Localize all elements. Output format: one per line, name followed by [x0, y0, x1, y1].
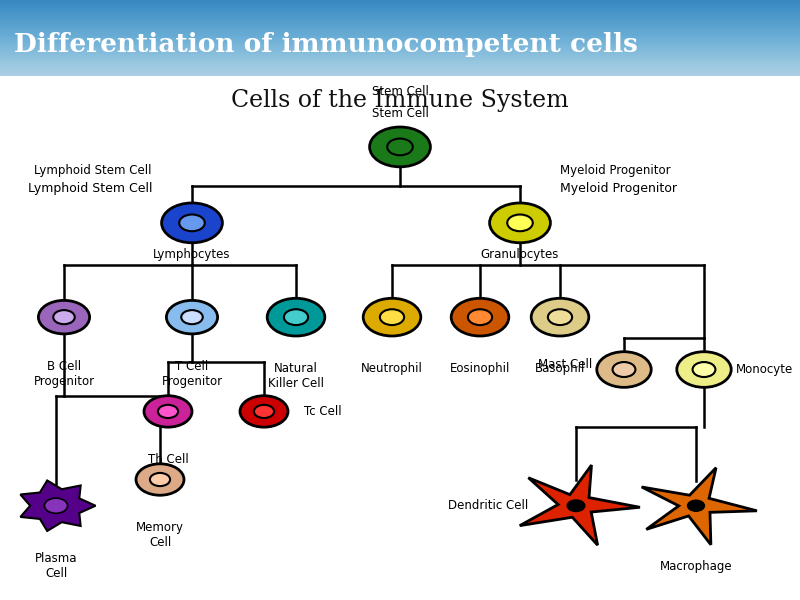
Circle shape [38, 301, 90, 334]
Text: Dendritic Cell: Dendritic Cell [448, 499, 528, 512]
Circle shape [468, 309, 492, 325]
Circle shape [451, 298, 509, 336]
Circle shape [45, 498, 67, 513]
Text: Lymphoid Stem Cell: Lymphoid Stem Cell [27, 182, 152, 195]
Circle shape [548, 309, 572, 325]
Polygon shape [642, 467, 757, 545]
Text: Granulocytes: Granulocytes [481, 248, 559, 261]
Circle shape [370, 127, 430, 167]
Text: Mast Cell: Mast Cell [538, 358, 592, 371]
Text: B Cell
Progenitor: B Cell Progenitor [34, 360, 94, 388]
Circle shape [363, 298, 421, 336]
Circle shape [507, 215, 533, 231]
Text: Myeloid Progenitor: Myeloid Progenitor [560, 182, 677, 195]
Circle shape [597, 352, 651, 388]
Text: Basophil: Basophil [535, 362, 585, 375]
Text: Memory
Cell: Memory Cell [136, 521, 184, 550]
Text: Stem Cell: Stem Cell [371, 107, 429, 119]
Text: Eosinophil: Eosinophil [450, 362, 510, 375]
Circle shape [387, 139, 413, 155]
Text: Lymphoid Stem Cell: Lymphoid Stem Cell [34, 164, 152, 177]
Circle shape [162, 203, 222, 243]
Circle shape [54, 310, 74, 324]
Text: Macrophage: Macrophage [660, 560, 732, 572]
Circle shape [531, 298, 589, 336]
Circle shape [613, 362, 635, 377]
Text: Th Cell: Th Cell [148, 454, 188, 466]
Circle shape [179, 215, 205, 231]
Circle shape [380, 309, 404, 325]
Circle shape [254, 405, 274, 418]
Circle shape [182, 310, 202, 324]
Circle shape [677, 352, 731, 388]
Circle shape [687, 500, 705, 511]
Circle shape [567, 500, 585, 511]
Circle shape [158, 405, 178, 418]
Circle shape [267, 298, 325, 336]
Text: T Cell
Progenitor: T Cell Progenitor [162, 360, 222, 388]
Text: Natural
Killer Cell: Natural Killer Cell [268, 362, 324, 390]
Polygon shape [520, 465, 640, 545]
Text: Differentiation of immunocompetent cells: Differentiation of immunocompetent cells [14, 32, 638, 56]
Circle shape [240, 396, 288, 427]
Text: Monocyte: Monocyte [736, 363, 794, 376]
Polygon shape [20, 481, 95, 531]
Text: Neutrophil: Neutrophil [361, 362, 423, 375]
Circle shape [150, 473, 170, 486]
Circle shape [284, 309, 308, 325]
Text: Stem Cell: Stem Cell [371, 85, 429, 98]
Circle shape [490, 203, 550, 243]
Text: Myeloid Progenitor: Myeloid Progenitor [560, 164, 670, 177]
Circle shape [144, 396, 192, 427]
Text: Plasma
Cell: Plasma Cell [34, 552, 78, 580]
Text: Cells of the Immune System: Cells of the Immune System [231, 89, 569, 112]
Text: Tc Cell: Tc Cell [304, 405, 342, 418]
Circle shape [136, 464, 184, 495]
Text: Lymphocytes: Lymphocytes [154, 248, 230, 261]
Circle shape [166, 301, 218, 334]
Circle shape [693, 362, 715, 377]
